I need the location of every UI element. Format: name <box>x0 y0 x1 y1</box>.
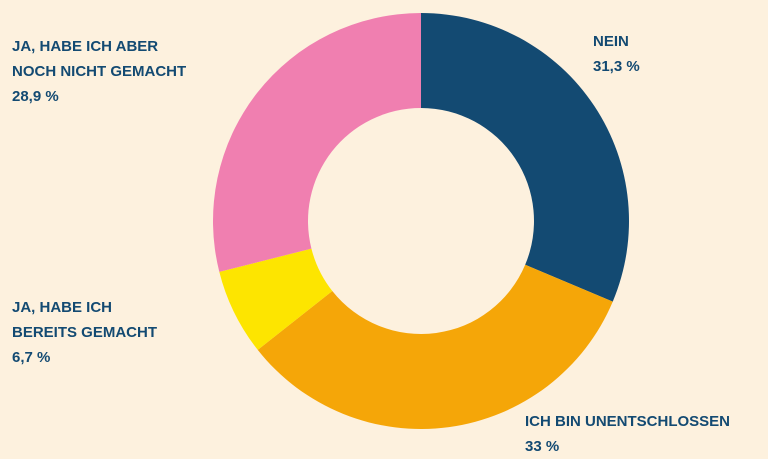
donut-segment <box>257 264 613 430</box>
value-label: 6,7 % <box>12 349 51 366</box>
donut-segment <box>421 13 630 302</box>
category-label: NEIN <box>593 33 629 50</box>
donut-segment <box>212 13 421 272</box>
donut-segment <box>219 248 333 350</box>
segment-label: JA, HABE ICH ABER NOCH NICHT GEMACHT 28,9… <box>12 34 186 109</box>
category-label: ICH BIN UNENTSCHLOSSEN <box>525 413 731 430</box>
segment-label: ICH BIN UNENTSCHLOSSEN 33 % <box>525 409 730 459</box>
segment-label: NEIN 31,3 % <box>593 29 640 79</box>
value-label: 31,3 % <box>593 58 640 75</box>
category-label: JA, HABE ICH BEREITS GEMACHT <box>12 299 158 341</box>
category-label: JA, HABE ICH ABER NOCH NICHT GEMACHT <box>12 38 187 80</box>
value-label: 33 % <box>525 438 560 455</box>
segment-label: JA, HABE ICH BEREITS GEMACHT 6,7 % <box>12 295 157 370</box>
value-label: 28,9 % <box>12 88 59 105</box>
